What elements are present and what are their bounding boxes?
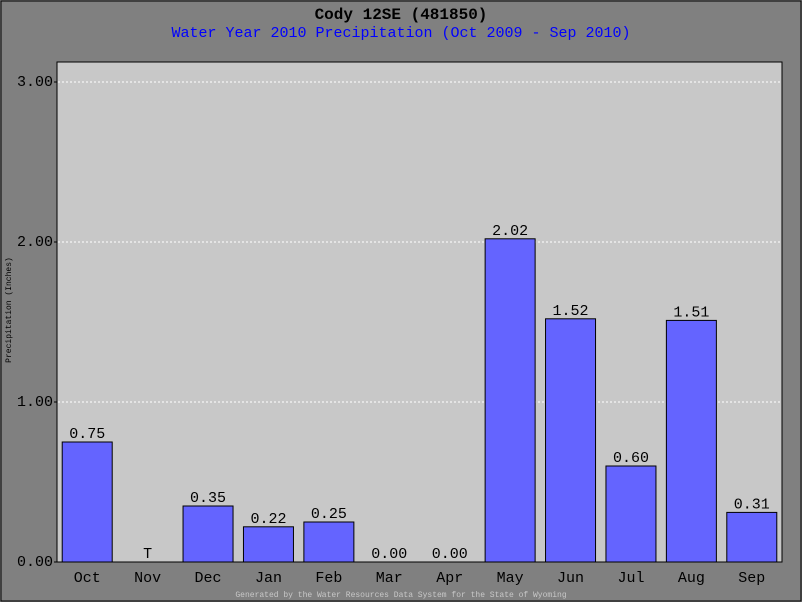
bar: [484, 238, 536, 563]
chart-title: Cody 12SE (481850): [315, 6, 488, 24]
bar: [61, 441, 113, 563]
bar: [726, 511, 778, 563]
x-tick-label: Apr: [436, 570, 463, 587]
bar: [545, 318, 597, 563]
value-label: 1.51: [673, 304, 709, 321]
y-tick-label: 0.00: [17, 554, 53, 571]
value-label: 0.25: [311, 506, 347, 523]
x-tick-label: Sep: [738, 570, 765, 587]
x-tick-label: Jan: [255, 570, 282, 587]
bar: [605, 465, 657, 563]
plot-area: [56, 61, 783, 563]
value-label: 0.75: [69, 426, 105, 443]
x-tick-label: Dec: [195, 570, 222, 587]
x-tick-label: May: [497, 570, 524, 587]
bar: [182, 505, 234, 563]
value-label: 0.31: [734, 496, 770, 513]
bar: [242, 526, 294, 563]
x-tick-label: Nov: [134, 570, 161, 587]
footer: Generated by the Water Resources Data Sy…: [235, 591, 566, 600]
x-tick-label: Mar: [376, 570, 403, 587]
x-tick-label: Feb: [315, 570, 342, 587]
y-tick-label: 2.00: [17, 234, 53, 251]
value-label: 2.02: [492, 223, 528, 240]
value-label: 0.00: [371, 546, 407, 563]
x-tick-label: Jun: [557, 570, 584, 587]
bar: [303, 521, 355, 563]
y-tick-label: 3.00: [17, 74, 53, 91]
x-tick-label: Aug: [678, 570, 705, 587]
value-label: 0.00: [432, 546, 468, 563]
value-label: T: [143, 546, 152, 563]
y-axis-label: Precipitation (Inches): [5, 257, 14, 363]
y-tick-label: 1.00: [17, 394, 53, 411]
x-tick-label: Jul: [617, 570, 644, 587]
value-label: 0.22: [250, 511, 286, 528]
value-label: 0.35: [190, 490, 226, 507]
value-label: 1.52: [553, 303, 589, 320]
x-tick-label: Oct: [74, 570, 101, 587]
chart-subtitle: Water Year 2010 Precipitation (Oct 2009 …: [171, 25, 630, 42]
value-label: 0.60: [613, 450, 649, 467]
bar: [665, 319, 717, 563]
